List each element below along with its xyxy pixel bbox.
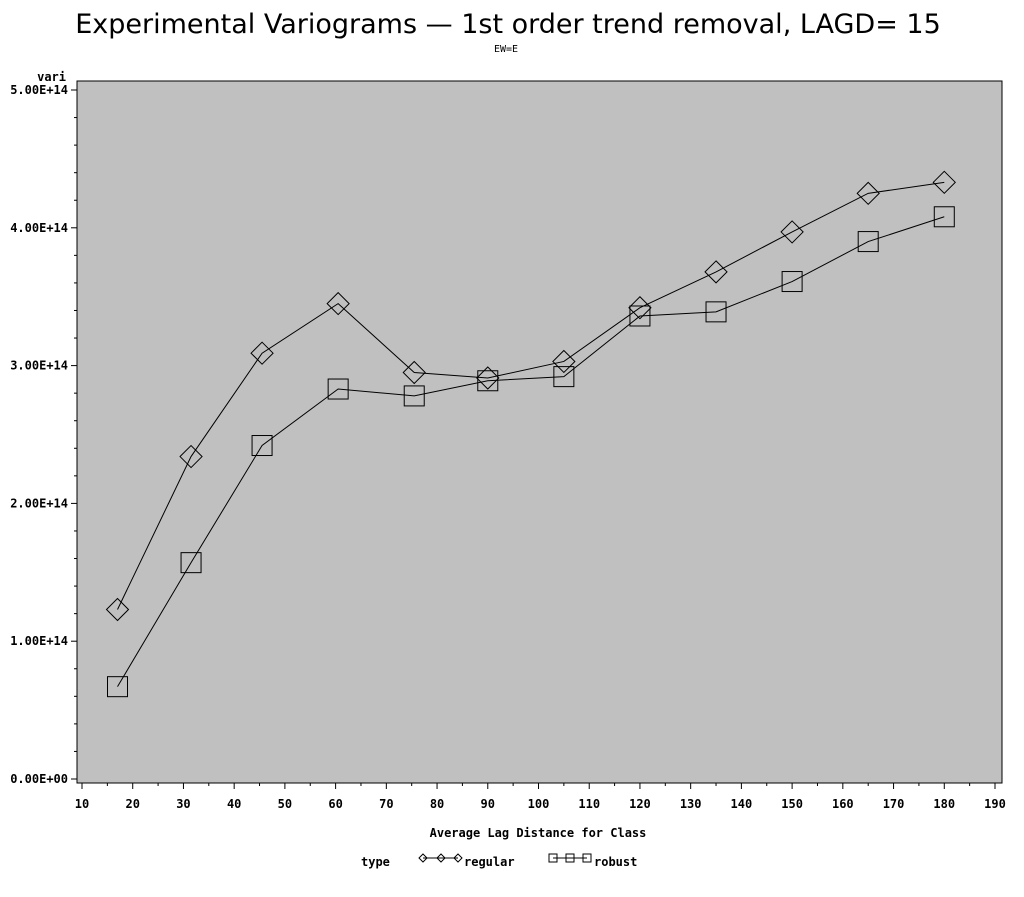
x-tick-label: 100 xyxy=(528,797,550,811)
chart-title: Experimental Variograms — 1st order tren… xyxy=(75,9,941,40)
point-regular xyxy=(856,181,880,206)
point-robust xyxy=(553,366,575,388)
line-robust xyxy=(117,216,945,687)
point-robust xyxy=(781,271,803,293)
legend-label-regular: regular xyxy=(464,855,515,869)
series-regular xyxy=(105,170,956,622)
legend-robust-symbol xyxy=(548,853,592,863)
point-robust xyxy=(705,301,727,323)
x-tick-label: 130 xyxy=(680,797,702,811)
legend-marker xyxy=(436,853,446,863)
x-tick-label: 90 xyxy=(481,797,495,811)
x-axis: 10 20 30 40 50 60 70 80 90 100 110 120 130 140 150 160 1… xyxy=(75,783,1006,811)
legend-marker xyxy=(453,853,463,863)
chart-subtitle: EW=E xyxy=(494,44,518,55)
series-group xyxy=(105,170,956,698)
point-robust xyxy=(327,378,349,400)
point-regular xyxy=(704,260,728,284)
point-regular xyxy=(105,597,130,622)
y-tick-label: 2.00E+14 xyxy=(10,496,68,510)
legend-label-robust: robust xyxy=(594,855,637,869)
series-robust xyxy=(107,206,955,698)
point-regular xyxy=(326,291,350,316)
x-tick-label: 40 xyxy=(227,797,241,811)
x-tick-label: 10 xyxy=(75,797,89,811)
x-tick-label: 30 xyxy=(176,797,190,811)
legend: type regular robust xyxy=(361,853,637,869)
legend-regular-symbol xyxy=(418,853,463,863)
point-robust xyxy=(477,370,499,392)
point-robust xyxy=(857,231,879,253)
point-robust xyxy=(933,206,955,228)
point-regular xyxy=(179,444,203,469)
y-tick-label: 5.00E+14 xyxy=(10,83,68,97)
x-tick-label: 190 xyxy=(984,797,1006,811)
y-tick-label: 1.00E+14 xyxy=(10,634,68,648)
x-tick-label: 70 xyxy=(379,797,393,811)
y-axis: 0.00E+00 1.00E+14 2.00E+14 3.00E+14 4.00E+14… xyxy=(10,83,77,786)
line-regular xyxy=(117,181,945,610)
point-robust xyxy=(180,552,202,574)
point-robust xyxy=(107,676,129,698)
point-regular xyxy=(476,366,500,390)
x-axis-label: Average Lag Distance for Class xyxy=(430,826,647,840)
plot-area xyxy=(76,80,1003,784)
legend-marker xyxy=(548,853,558,863)
x-tick-label: 80 xyxy=(430,797,444,811)
point-robust xyxy=(251,435,273,457)
y-tick-label: 4.00E+14 xyxy=(10,221,68,235)
legend-marker xyxy=(565,853,575,863)
point-regular xyxy=(552,349,576,374)
point-regular xyxy=(932,170,956,195)
legend-marker xyxy=(418,853,428,863)
legend-title: type xyxy=(361,855,390,869)
point-robust xyxy=(403,385,425,407)
x-tick-label: 20 xyxy=(125,797,139,811)
point-robust xyxy=(629,305,651,327)
point-regular xyxy=(402,360,426,385)
legend-marker xyxy=(582,853,592,863)
y-tick-label: 0.00E+00 xyxy=(10,772,68,786)
point-regular xyxy=(628,296,652,320)
x-tick-label: 60 xyxy=(328,797,342,811)
point-regular xyxy=(250,341,274,365)
x-tick-label: 170 xyxy=(883,797,905,811)
x-tick-label: 180 xyxy=(933,797,955,811)
point-regular xyxy=(780,220,804,244)
y-axis-label: vari xyxy=(37,70,66,84)
x-tick-label: 140 xyxy=(731,797,753,811)
x-tick-label: 120 xyxy=(629,797,651,811)
x-tick-label: 150 xyxy=(781,797,803,811)
x-tick-label: 110 xyxy=(578,797,600,811)
y-tick-label: 3.00E+14 xyxy=(10,359,68,373)
x-tick-label: 160 xyxy=(832,797,854,811)
x-tick-label: 50 xyxy=(278,797,292,811)
